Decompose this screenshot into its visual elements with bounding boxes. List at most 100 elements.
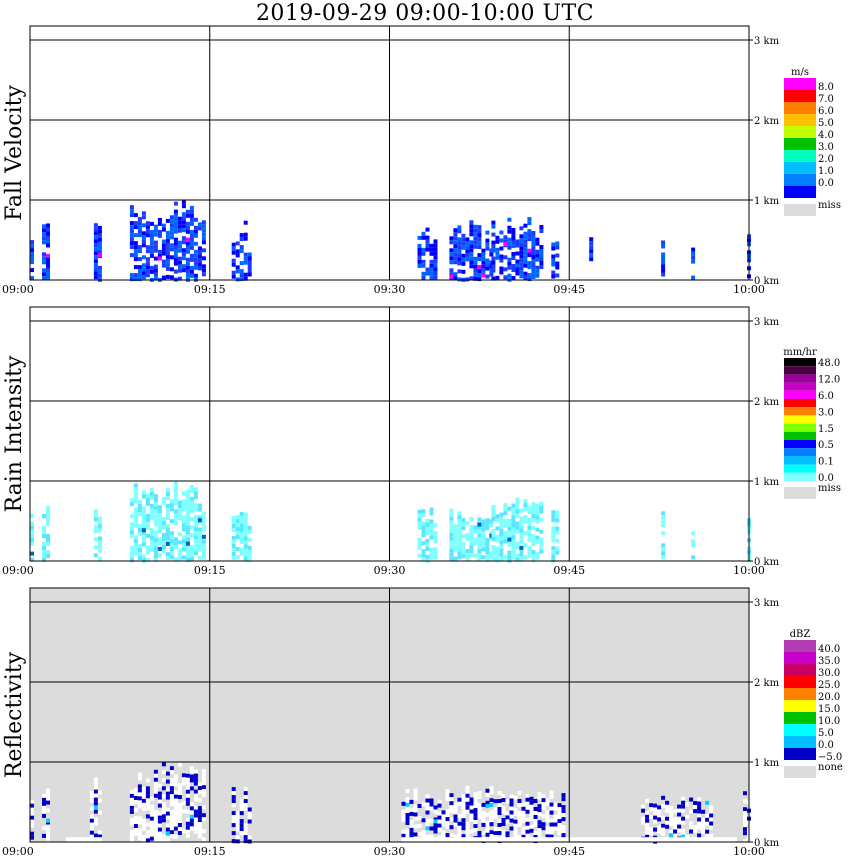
y-tick-label: 2 km [754, 397, 780, 408]
legend-label: 8.0 [818, 82, 834, 93]
legend-label: 20.0 [818, 692, 840, 703]
legend-swatch [784, 440, 816, 449]
x-tick-label: 09:15 [194, 564, 226, 577]
legend-swatch [784, 448, 816, 457]
echo-region [449, 220, 494, 282]
legend-label: 0.1 [818, 457, 834, 468]
echo-region [89, 777, 102, 843]
legend-label: 7.0 [818, 94, 834, 105]
echo-layer [30, 762, 751, 844]
legend-label: 4.0 [818, 130, 834, 141]
legend-swatch [784, 186, 816, 198]
legend-swatch [784, 138, 816, 150]
legend: m/s 8.07.06.05.04.03.02.01.00.0 miss [784, 67, 841, 216]
y-tick-label: 3 km [754, 317, 780, 328]
legend-swatch [784, 736, 816, 748]
legend-miss-swatch [784, 766, 816, 778]
echo-region [231, 220, 252, 282]
legend-unit: mm/hr [783, 347, 817, 358]
echo-region [691, 531, 696, 560]
y-tick-label: 1 km [754, 477, 780, 488]
y-tick-label: 3 km [754, 36, 780, 47]
echo-region [661, 511, 666, 560]
echo-region [30, 513, 34, 562]
legend-swatch [784, 456, 816, 465]
y-tick-label: 1 km [754, 758, 780, 769]
echo-region [491, 497, 544, 563]
panel-fall-velocity: 0 km 1 km 2 km 3 km 09:00 09:15 09:30 09:45 10:0… [2, 25, 841, 296]
y-tick-label: 0 km [754, 276, 780, 287]
ground-clutter [65, 837, 102, 842]
x-tick-label: 09:00 [2, 283, 34, 296]
legend-swatch [784, 700, 816, 712]
y-axis-title: Rain Intensity [2, 355, 27, 512]
x-tick-label: 09:30 [374, 564, 406, 577]
echo-region [93, 223, 102, 282]
page-title: 2019-09-29 09:00-10:00 UTC [255, 1, 595, 26]
echo-region [401, 785, 566, 844]
legend-label: 2.0 [818, 154, 834, 165]
legend-swatch [784, 174, 816, 186]
legend-swatch [784, 366, 816, 375]
legend-label: 10.0 [818, 716, 840, 727]
legend-unit: dBZ [790, 629, 811, 640]
legend-swatch [784, 407, 816, 416]
y-tick-label: 1 km [754, 196, 780, 207]
x-tick-label: 10:00 [733, 564, 765, 577]
echo-region [231, 787, 252, 844]
legend-swatch [784, 423, 816, 432]
legend-label: 5.0 [818, 728, 834, 739]
legend-swatch [784, 374, 816, 383]
legend-swatch [784, 676, 816, 688]
x-tick-label: 09:45 [553, 283, 585, 296]
y-tick-label: 2 km [754, 116, 780, 127]
legend-label: 5.0 [818, 118, 834, 129]
plot-frame [29, 587, 750, 843]
echo-region [129, 200, 206, 282]
legend-miss-label: miss [818, 483, 841, 494]
echo-region [231, 511, 252, 562]
legend-swatch [784, 382, 816, 391]
x-tick-label: 09:00 [2, 845, 34, 858]
legend-label: 30.0 [818, 668, 840, 679]
echo-region [93, 509, 102, 561]
legend-swatch [784, 358, 816, 367]
x-tick-label: 09:30 [374, 283, 406, 296]
plot-frame [29, 306, 750, 562]
legend-label: 40.0 [818, 644, 840, 655]
legend-label: 25.0 [818, 680, 840, 691]
echo-region [449, 508, 494, 563]
x-tick-label: 09:15 [194, 283, 226, 296]
legend-label: 6.0 [818, 391, 834, 402]
legend: dBZ 40.035.030.025.020.015.010.05.00.0−5.… [784, 629, 843, 778]
legend-swatch [784, 464, 816, 473]
panel-reflectivity: 0 km 1 km 2 km 3 km 09:00 09:15 09:30 09:45 10:0… [2, 587, 843, 858]
y-axis-title: Fall Velocity [2, 85, 27, 221]
legend-label: 3.0 [818, 407, 834, 418]
legend-swatch [784, 415, 816, 424]
legend-swatch [784, 472, 816, 481]
x-tick-label: 09:45 [553, 845, 585, 858]
legend-label: 0.0 [818, 473, 834, 484]
echo-region [417, 227, 438, 280]
panel-rain-intensity: 0 km 1 km 2 km 3 km 09:00 09:15 09:30 09:45 10:0… [2, 306, 841, 577]
legend-label: 1.0 [818, 166, 834, 177]
legend-label: 15.0 [818, 704, 840, 715]
legend-swatch [784, 431, 816, 440]
legend-swatch [784, 114, 816, 126]
legend-swatch [784, 78, 816, 90]
x-tick-label: 09:15 [194, 845, 226, 858]
legend-miss-label: miss [818, 200, 841, 211]
echo-region [129, 762, 206, 844]
echo-region [691, 247, 696, 280]
legend-swatch [784, 652, 816, 664]
echo-region [551, 241, 560, 279]
echo-region [129, 481, 206, 563]
legend-label: 0.0 [818, 178, 834, 189]
echo-layer [30, 200, 751, 282]
echo-layer [30, 481, 751, 563]
echo-region [661, 240, 666, 277]
legend-miss-swatch [784, 204, 816, 216]
